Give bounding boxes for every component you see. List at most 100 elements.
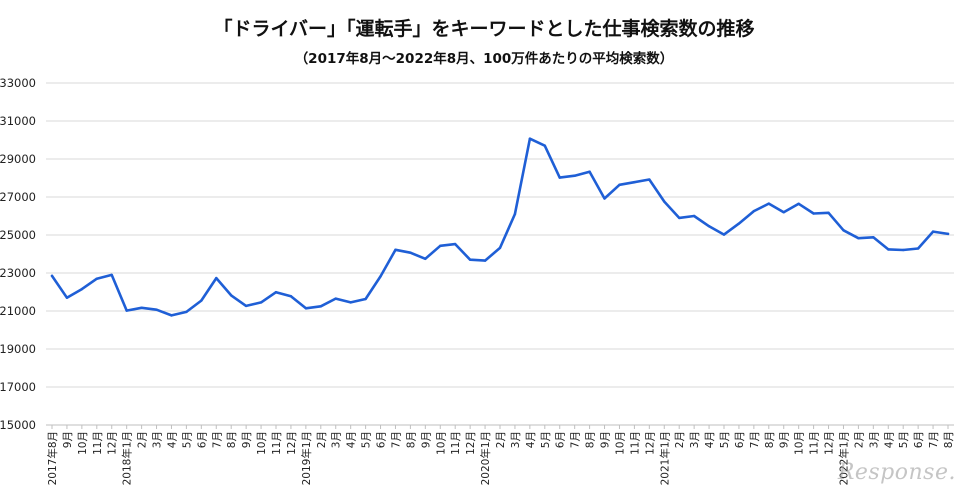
data-point bbox=[140, 306, 143, 309]
data-point bbox=[812, 212, 815, 215]
x-tick-label: 6月 bbox=[913, 431, 925, 448]
data-point bbox=[110, 273, 113, 277]
x-tick-label: 11月 bbox=[809, 431, 821, 455]
y-tick-label: 31000 bbox=[0, 114, 36, 128]
data-point bbox=[827, 211, 830, 214]
data-point bbox=[946, 232, 950, 236]
x-tick-label: 11月 bbox=[450, 431, 462, 455]
data-point bbox=[155, 308, 158, 311]
series bbox=[50, 137, 950, 317]
data-point bbox=[767, 202, 770, 205]
x-tick-label: 4月 bbox=[346, 431, 358, 448]
chart-subtitle: （2017年8月～2022年8月、100万件あたりの平均検索数） bbox=[294, 51, 674, 67]
data-point bbox=[439, 244, 442, 248]
data-point bbox=[678, 216, 681, 220]
data-point bbox=[633, 180, 636, 184]
data-point bbox=[707, 225, 711, 228]
data-point bbox=[618, 183, 621, 187]
x-tick-label: 2019年1月 bbox=[300, 431, 313, 485]
y-tick-label: 25000 bbox=[0, 228, 36, 242]
x-tick-label: 2月 bbox=[674, 431, 686, 448]
data-point bbox=[170, 314, 173, 317]
x-tick-label: 5月 bbox=[898, 431, 910, 448]
data-point bbox=[185, 310, 188, 314]
y-tick-label: 27000 bbox=[0, 190, 36, 204]
data-point bbox=[603, 197, 606, 200]
x-tick-label: 7月 bbox=[390, 431, 402, 448]
x-tick-label: 10月 bbox=[435, 431, 447, 455]
data-point bbox=[319, 305, 322, 308]
x-tick-label: 3月 bbox=[868, 431, 880, 448]
data-point bbox=[543, 144, 546, 147]
y-tick-label: 29000 bbox=[0, 152, 36, 166]
x-tick-label: 2月 bbox=[853, 431, 865, 448]
data-point bbox=[230, 294, 233, 297]
x-tick-label: 5月 bbox=[540, 431, 552, 448]
x-tick-label: 2022年1月 bbox=[837, 431, 850, 485]
y-tick-label: 19000 bbox=[0, 342, 36, 356]
chart-title: 「ドライバー」「運転手」をキーワードとした仕事検索数の推移 bbox=[213, 18, 755, 40]
x-tick-label: 4月 bbox=[166, 431, 178, 448]
data-point bbox=[394, 248, 397, 252]
response-watermark: Response. bbox=[837, 460, 956, 485]
y-axis-ticks: 15000 17000 19000 21000 23000 25000 27000 29000… bbox=[0, 76, 36, 432]
data-point bbox=[558, 176, 561, 179]
x-axis-ticks: 2017年8月 9月 10月 11月 12月 2018年1月 2月 3月 4月 5月 6月 7月 8月 9… bbox=[46, 425, 955, 485]
data-point bbox=[244, 304, 248, 308]
data-point bbox=[648, 178, 651, 181]
x-tick-label: 12月 bbox=[286, 431, 298, 455]
y-tick-label: 17000 bbox=[0, 380, 36, 394]
data-point bbox=[424, 257, 427, 260]
data-point bbox=[513, 212, 517, 216]
data-point bbox=[573, 174, 576, 177]
data-point bbox=[887, 248, 890, 251]
data-point bbox=[304, 307, 308, 310]
data-point bbox=[752, 209, 756, 213]
x-tick-label: 8月 bbox=[226, 431, 238, 448]
data-point bbox=[364, 297, 367, 301]
x-tick-label: 8月 bbox=[585, 431, 597, 448]
grid-lines bbox=[46, 82, 954, 388]
y-tick-label: 23000 bbox=[0, 266, 36, 280]
data-point bbox=[334, 297, 337, 300]
data-point bbox=[872, 236, 875, 239]
x-tick-label: 2月 bbox=[137, 431, 149, 448]
x-tick-label: 3月 bbox=[689, 431, 701, 448]
x-tick-label: 9月 bbox=[62, 431, 74, 448]
data-point bbox=[842, 229, 845, 232]
x-tick-label: 9月 bbox=[241, 431, 253, 448]
x-tick-label: 7月 bbox=[749, 431, 761, 448]
x-tick-label: 4月 bbox=[883, 431, 895, 448]
data-point bbox=[200, 299, 203, 302]
data-point bbox=[931, 230, 935, 233]
x-tick-label: 2020年1月 bbox=[479, 431, 492, 485]
x-tick-label: 12月 bbox=[824, 431, 836, 455]
x-tick-label: 10月 bbox=[256, 431, 268, 455]
data-point bbox=[902, 248, 905, 252]
series-line bbox=[50, 137, 950, 317]
data-point bbox=[692, 214, 696, 218]
x-tick-label: 8月 bbox=[943, 431, 955, 448]
x-tick-label: 6月 bbox=[376, 431, 388, 448]
data-point bbox=[483, 259, 487, 262]
x-tick-label: 8月 bbox=[405, 431, 417, 448]
data-point bbox=[722, 233, 726, 236]
data-point bbox=[289, 294, 293, 298]
data-point bbox=[916, 247, 920, 250]
data-point bbox=[215, 276, 218, 280]
x-tick-label: 7月 bbox=[570, 431, 582, 448]
x-tick-label: 4月 bbox=[525, 431, 537, 448]
x-tick-label: 9月 bbox=[779, 431, 791, 448]
x-tick-label: 12月 bbox=[465, 431, 477, 455]
data-point bbox=[663, 200, 666, 203]
x-tick-label: 11月 bbox=[92, 431, 104, 455]
x-tick-label: 11月 bbox=[271, 431, 283, 455]
x-tick-label: 2018年1月 bbox=[121, 431, 134, 485]
x-tick-label: 3月 bbox=[152, 431, 164, 448]
x-tick-label: 6月 bbox=[555, 431, 567, 448]
x-tick-label: 12月 bbox=[107, 431, 119, 455]
x-tick-label: 6月 bbox=[734, 431, 746, 448]
x-tick-label: 9月 bbox=[420, 431, 432, 448]
data-point bbox=[588, 170, 591, 173]
